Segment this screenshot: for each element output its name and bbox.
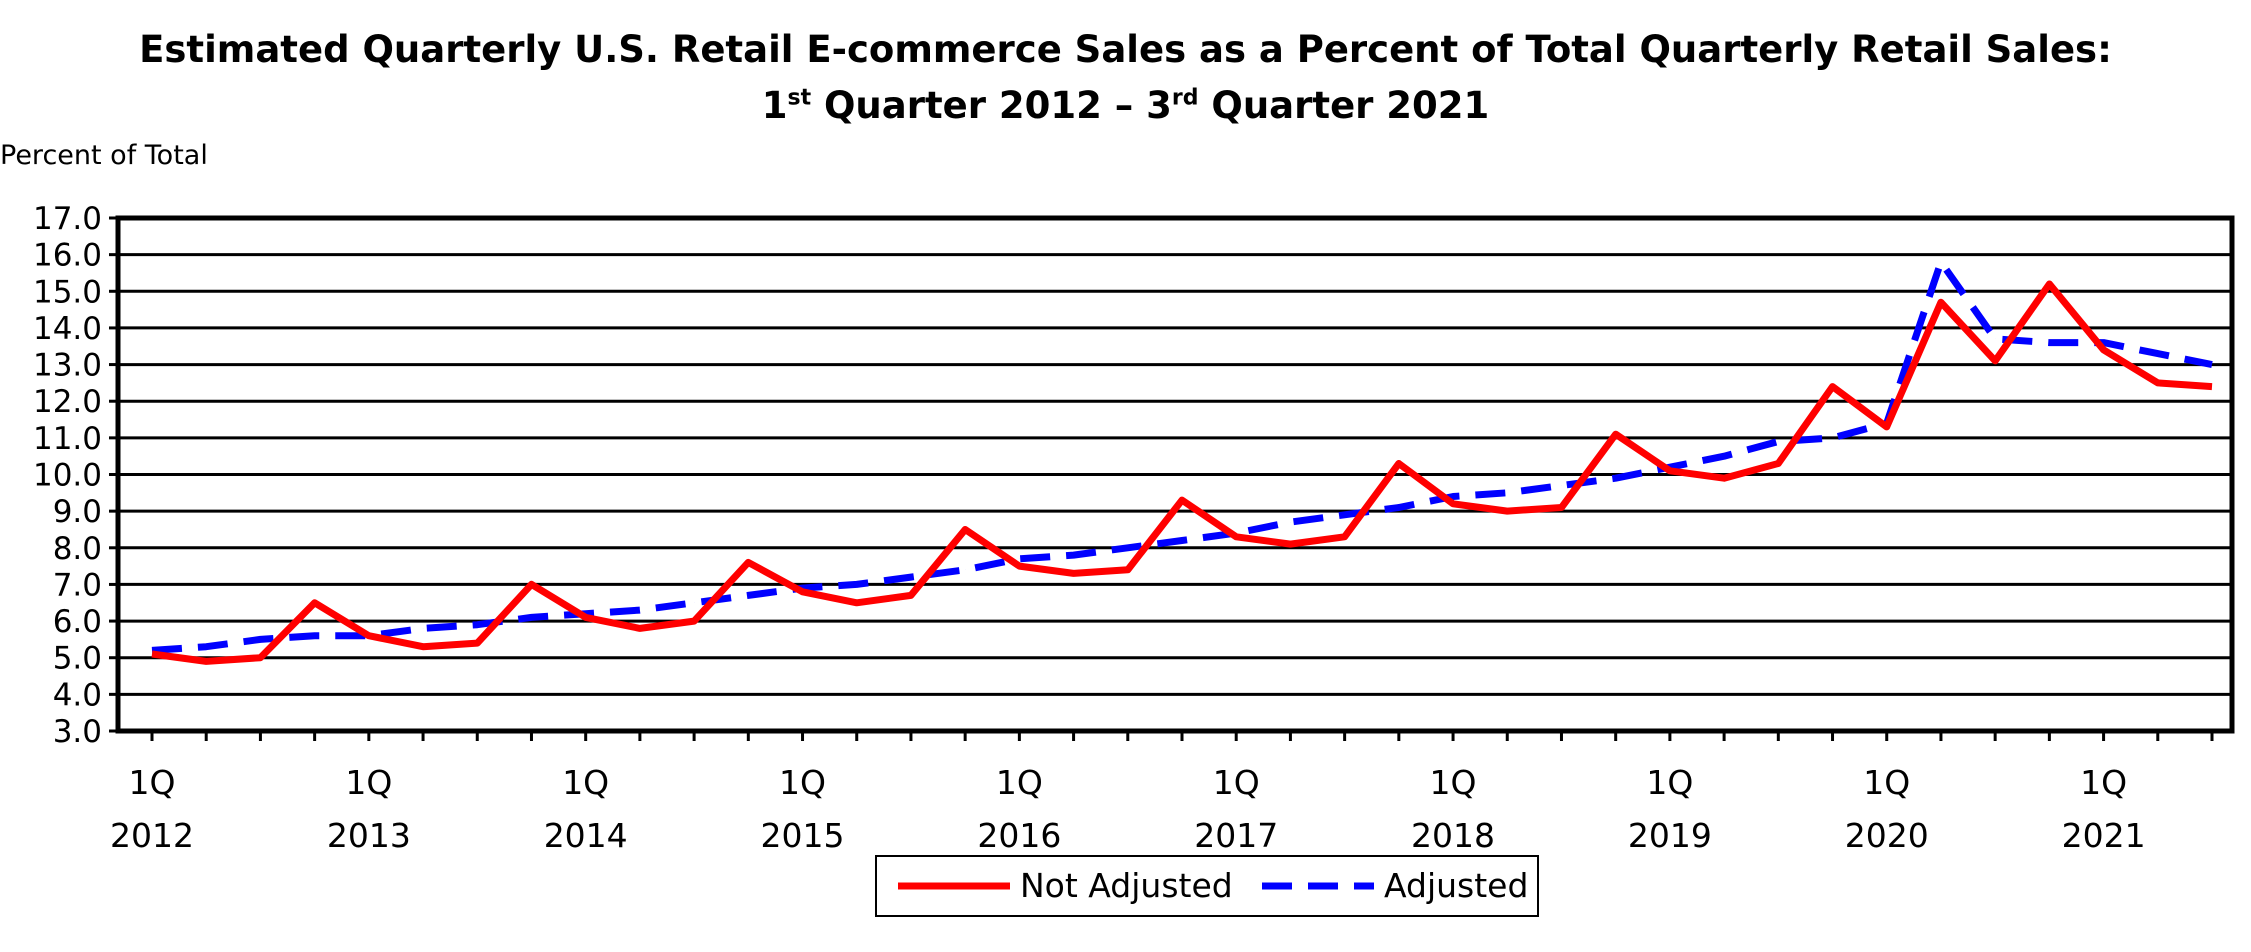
y-tick-label: 10.0 <box>33 458 102 494</box>
x-tick-label-quarter: 1Q <box>1863 763 1910 802</box>
x-axis-ticks: 1Q 2012 1Q 2013 1Q 2014 1Q 2015 1Q 2016 1Q 2017 1Q 20… <box>110 731 2214 855</box>
gridlines <box>118 253 2232 696</box>
y-tick-label: 5.0 <box>53 641 102 677</box>
y-tick-label: 16.0 <box>33 238 102 274</box>
x-tick-label-year: 2021 <box>2062 816 2146 855</box>
series-line-not-adjusted <box>151 280 2213 665</box>
x-tick-label-year: 2012 <box>110 816 194 855</box>
x-tick-label-year: 2015 <box>761 816 845 855</box>
title-part-1: 1 <box>761 84 788 127</box>
x-tick-label-quarter: 1Q <box>779 763 826 802</box>
title-sup-1: st <box>787 85 812 111</box>
x-tick-label-quarter: 1Q <box>562 763 609 802</box>
x-tick-label-year: 2017 <box>1194 816 1278 855</box>
y-tick-label: 7.0 <box>53 567 102 603</box>
y-tick-label: 11.0 <box>33 421 102 457</box>
y-tick-label: 12.0 <box>33 384 102 420</box>
y-tick-label: 13.0 <box>33 348 102 384</box>
chart-title-line-2: 1st Quarter 2012 – 3rd Quarter 2021 <box>0 78 2251 134</box>
y-tick-label: 17.0 <box>33 201 102 237</box>
x-tick-label-quarter: 1Q <box>345 763 392 802</box>
series-line-adjusted <box>151 258 2213 654</box>
x-tick-label-quarter: 1Q <box>996 763 1043 802</box>
y-tick-label: 4.0 <box>53 677 102 713</box>
chart-title: Estimated Quarterly U.S. Retail E-commer… <box>0 22 2251 134</box>
y-tick-label: 9.0 <box>53 494 102 530</box>
plot-frame <box>115 215 2235 734</box>
x-tick-label-year: 2014 <box>544 816 628 855</box>
y-tick-label: 15.0 <box>33 274 102 310</box>
y-tick-label: 6.0 <box>53 604 102 640</box>
y-axis-label: Percent of Total <box>0 140 208 171</box>
title-part-3: Quarter 2021 <box>1198 84 1490 127</box>
x-tick-label-quarter: 1Q <box>1646 763 1693 802</box>
series <box>151 258 2213 665</box>
chart-title-line-1: Estimated Quarterly U.S. Retail E-commer… <box>139 28 2112 71</box>
legend-label-not-adjusted: Not Adjusted <box>1020 866 1233 905</box>
x-tick-label-quarter: 1Q <box>1430 763 1477 802</box>
x-tick-label-year: 2016 <box>977 816 1061 855</box>
x-tick-label-year: 2018 <box>1411 816 1495 855</box>
y-axis-ticks: 3.04.05.06.07.08.09.010.011.012.013.014.… <box>33 201 118 750</box>
legend: Not Adjusted Adjusted <box>875 855 1539 917</box>
y-tick-label: 3.0 <box>53 714 102 750</box>
x-tick-label-quarter: 1Q <box>1213 763 1260 802</box>
x-tick-label-year: 2019 <box>1628 816 1712 855</box>
y-tick-label: 8.0 <box>53 531 102 567</box>
title-sup-2: rd <box>1171 85 1199 111</box>
x-tick-label-year: 2013 <box>327 816 411 855</box>
x-tick-label-quarter: 1Q <box>129 763 176 802</box>
x-tick-label-year: 2020 <box>1845 816 1929 855</box>
y-tick-label: 14.0 <box>33 311 102 347</box>
title-part-2: Quarter 2012 – 3 <box>811 84 1172 127</box>
legend-label-adjusted: Adjusted <box>1384 866 1528 905</box>
x-tick-label-quarter: 1Q <box>2080 763 2127 802</box>
